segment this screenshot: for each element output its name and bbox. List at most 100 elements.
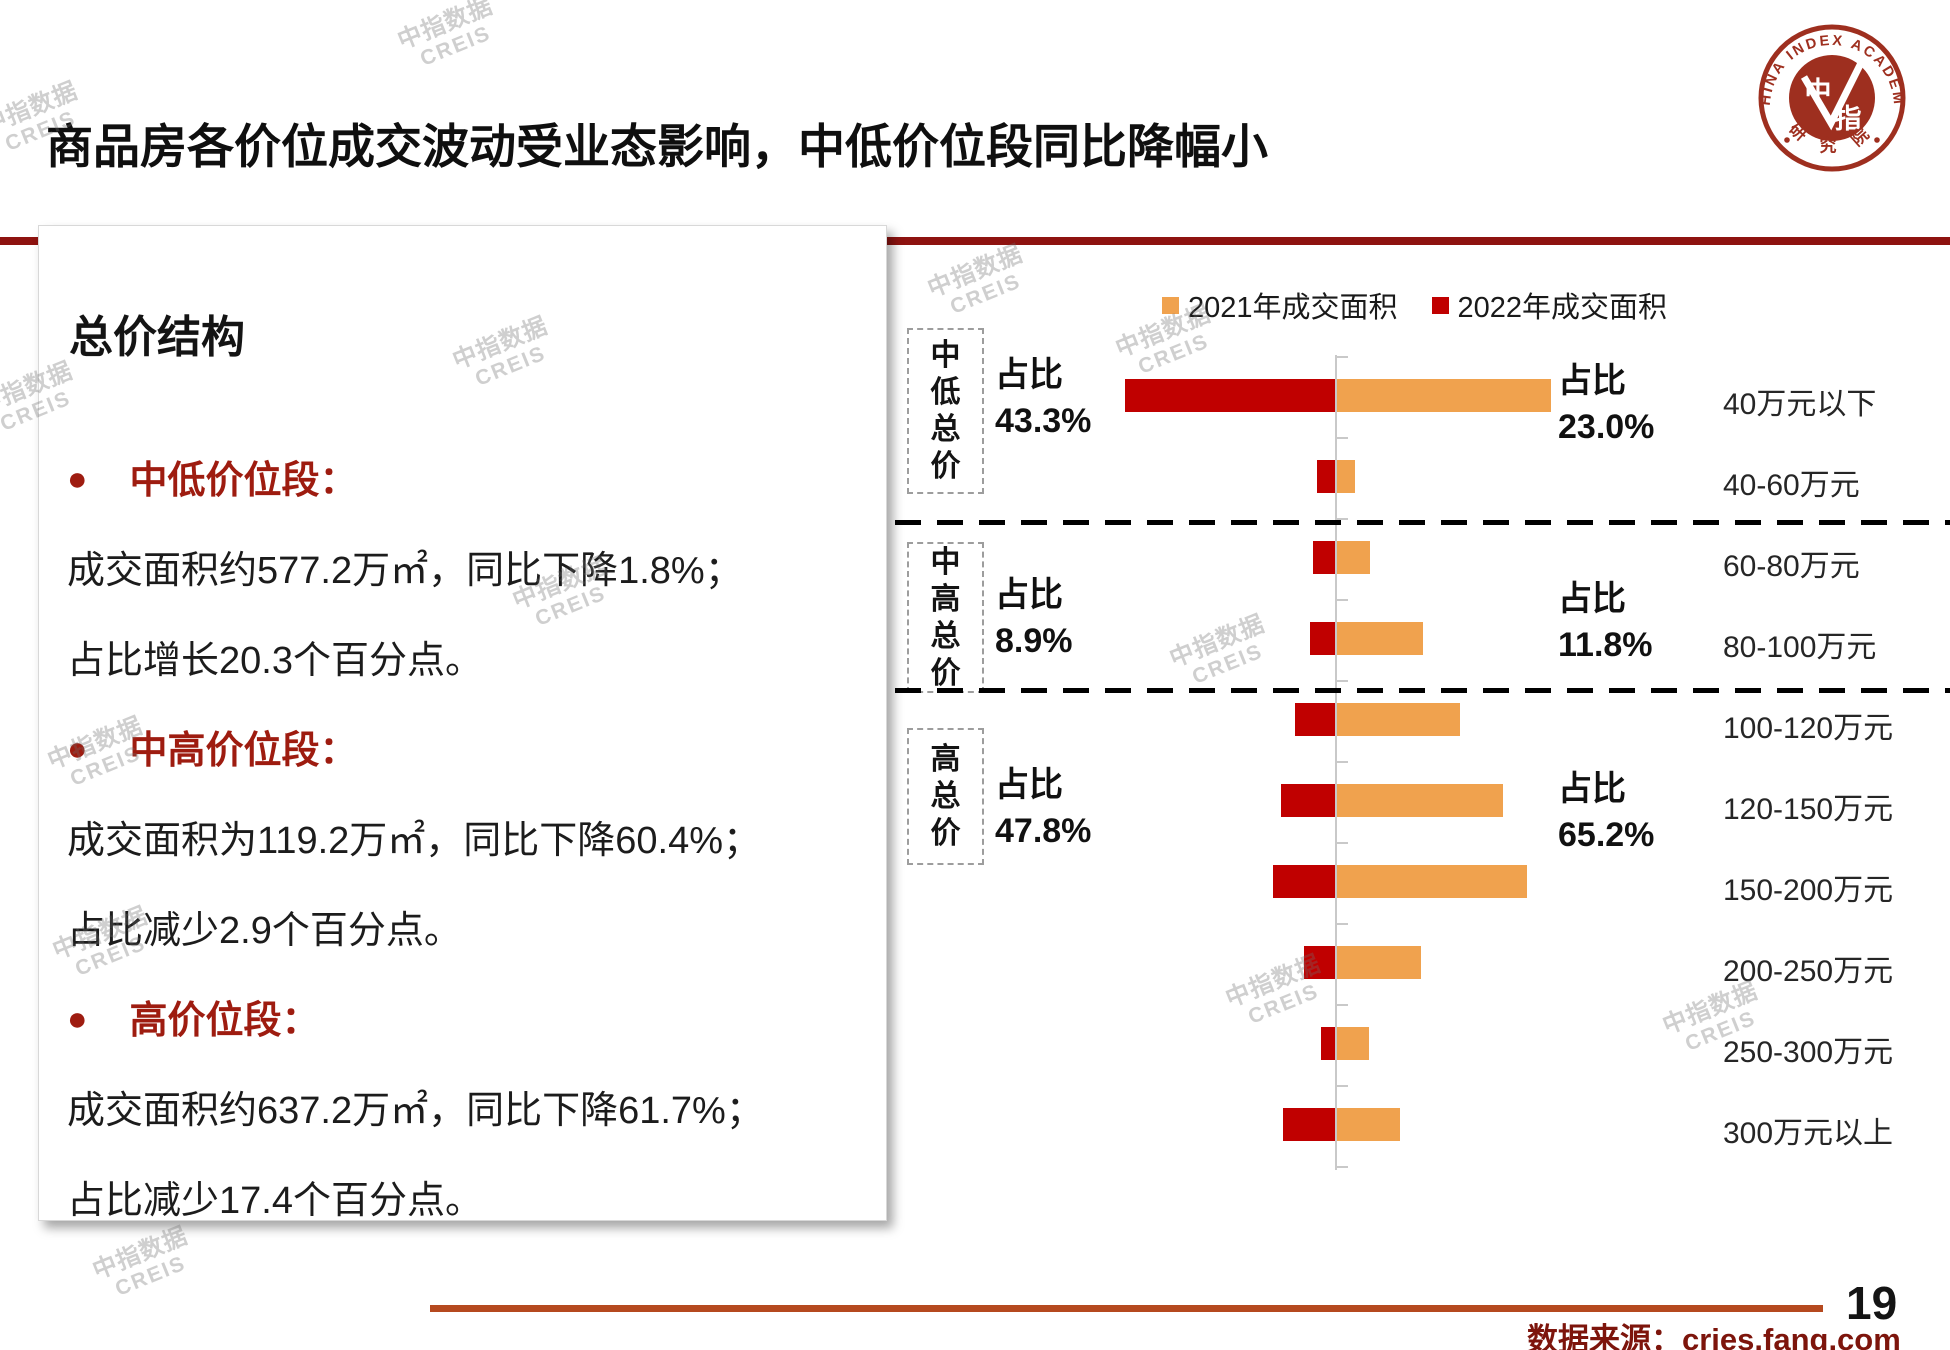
group-box-char: 中 <box>930 545 961 579</box>
legend-label: 2022年成交面积 <box>1457 292 1668 324</box>
watermark-line1: 中指数据 <box>393 0 497 55</box>
axis-tick <box>1337 437 1348 439</box>
share-value: 11.8% <box>1558 626 1653 664</box>
axis-tick <box>1337 518 1348 520</box>
group-box-高总价: 高总价 <box>907 728 984 865</box>
chart-center-axis <box>1335 355 1337 1170</box>
bar-2022-250-300万元 <box>1321 1027 1335 1060</box>
bullet-dot-icon: ● <box>67 460 88 498</box>
bar-2022-200-250万元 <box>1304 946 1335 979</box>
bar-2022-60-80万元 <box>1313 541 1335 574</box>
group-box-char: 高 <box>930 582 961 616</box>
watermark: 中指数据 CREIS <box>394 0 505 77</box>
group-box-中高总价: 中高总价 <box>907 542 984 693</box>
group-box-char: 价 <box>930 656 961 690</box>
bar-2021-150-200万元 <box>1337 865 1527 898</box>
axis-tick <box>1337 1004 1348 1006</box>
bar-2021-300万元以上 <box>1337 1108 1400 1141</box>
group-box-char: 价 <box>930 450 961 483</box>
bar-2021-80-100万元 <box>1337 622 1423 655</box>
bullet-heading-1: ● 中低价位段： <box>67 460 358 502</box>
bar-2021-200-250万元 <box>1337 946 1421 979</box>
group-box-char: 价 <box>930 817 961 850</box>
bullet-1-line-2: 占比增长20.3个百分点。 <box>67 640 483 682</box>
category-label-80-100万元: 80-100万元 <box>1723 631 1877 664</box>
bar-2021-250-300万元 <box>1337 1027 1369 1060</box>
bar-2021-40-60万元 <box>1337 460 1355 493</box>
bar-2021-120-150万元 <box>1337 784 1503 817</box>
axis-tick <box>1337 356 1348 358</box>
group-box-中低总价: 中低总价 <box>907 328 984 494</box>
legend-swatch-icon <box>1162 296 1179 314</box>
page-number: 19 <box>1846 1277 1898 1329</box>
data-source: 数据来源：cries.fang.com <box>1527 1322 1901 1350</box>
watermark-line2: CREIS <box>416 21 495 71</box>
category-label-100-120万元: 100-120万元 <box>1723 712 1894 745</box>
legend-item-2021: 2021年成交面积 <box>1162 284 1398 326</box>
group-box-char: 总 <box>930 780 961 813</box>
footer-divider <box>430 1305 1823 1312</box>
title-divider <box>0 237 1950 245</box>
category-label-40-60万元: 40-60万元 <box>1723 469 1860 502</box>
share-2021-中高总价: 占比 11.8% <box>1558 576 1653 668</box>
logo-char-zhong: 中 <box>1805 77 1832 107</box>
category-label-300万元以上: 300万元以上 <box>1723 1117 1894 1150</box>
category-label-120-150万元: 120-150万元 <box>1723 793 1894 826</box>
category-label-150-200万元: 150-200万元 <box>1723 874 1894 907</box>
bar-2022-40万元以下 <box>1125 379 1335 412</box>
bullet-heading-3: ● 高价位段： <box>67 1000 320 1042</box>
share-2021-高总价: 占比 65.2% <box>1558 766 1654 858</box>
share-caption: 占比 <box>1558 770 1626 808</box>
category-label-250-300万元: 250-300万元 <box>1723 1036 1894 1069</box>
summary-panel: 总价结构 ● 中低价位段： 成交面积约577.2万㎡，同比下降1.8%； 占比增长20… <box>38 225 887 1222</box>
share-value: 8.9% <box>995 622 1073 660</box>
logo-char-zhi: 指 <box>1835 104 1862 134</box>
watermark-line2: CREIS <box>111 1251 190 1301</box>
bar-2022-300万元以上 <box>1283 1108 1335 1141</box>
bullet-dot-icon: ● <box>67 730 88 768</box>
legend-swatch-icon <box>1431 296 1449 314</box>
group-box-char: 低 <box>930 376 961 409</box>
bullet-heading-2: ● 中高价位段： <box>67 730 358 772</box>
share-caption: 占比 <box>1558 362 1626 400</box>
bullet-3-line-2: 占比减少17.4个百分点。 <box>67 1180 483 1222</box>
bullet-2-line-1: 成交面积为119.2万㎡，同比下降60.4%； <box>67 820 762 862</box>
group-box-char: 中 <box>930 339 961 372</box>
china-index-academy-logo-icon: CHINA INDEX ACADEMY 中 指 研 究 院 <box>1750 6 1908 183</box>
share-2022-高总价: 占比 47.8% <box>995 762 1091 854</box>
bullet-dot-icon: ● <box>67 1000 88 1038</box>
legend-item-2022: 2022年成交面积 <box>1431 284 1668 326</box>
share-2022-中低总价: 占比 43.3% <box>995 352 1091 444</box>
axis-tick <box>1337 1166 1348 1168</box>
bar-2021-60-80万元 <box>1337 541 1370 574</box>
bar-2021-100-120万元 <box>1337 703 1460 736</box>
share-value: 47.8% <box>995 812 1092 850</box>
bar-2022-150-200万元 <box>1273 865 1335 898</box>
group-separator-2 <box>895 688 1950 693</box>
bar-2022-40-60万元 <box>1317 460 1335 493</box>
category-label-200-250万元: 200-250万元 <box>1723 955 1894 988</box>
page-title: 商品房各价位成交波动受业态影响，中低价位段同比降幅小 <box>46 120 1268 173</box>
watermark-line1: 中指数据 <box>88 1222 192 1285</box>
axis-tick <box>1337 842 1348 844</box>
share-caption: 占比 <box>995 356 1063 394</box>
share-value: 23.0% <box>1558 408 1655 446</box>
share-caption: 占比 <box>1558 580 1626 618</box>
group-box-char: 总 <box>930 619 961 653</box>
axis-tick <box>1337 680 1348 682</box>
legend-label: 2021年成交面积 <box>1188 292 1398 324</box>
axis-tick <box>1337 761 1348 763</box>
share-caption: 占比 <box>995 576 1063 614</box>
share-value: 65.2% <box>1558 816 1655 854</box>
chart-legend: 2021年成交面积 2022年成交面积 <box>1162 284 1667 326</box>
price-band-bar-chart: 40万元以下 40-60万元 60-80万元 80-100万元 100-120万元 120… <box>900 280 1950 1190</box>
group-separator-1 <box>895 520 1950 525</box>
axis-tick <box>1337 1085 1348 1087</box>
bar-2021-40万元以下 <box>1337 379 1551 412</box>
axis-tick <box>1337 923 1348 925</box>
bar-2022-120-150万元 <box>1281 784 1335 817</box>
share-value: 43.3% <box>995 402 1092 440</box>
axis-tick <box>1337 599 1348 601</box>
group-box-char: 总 <box>930 413 961 446</box>
